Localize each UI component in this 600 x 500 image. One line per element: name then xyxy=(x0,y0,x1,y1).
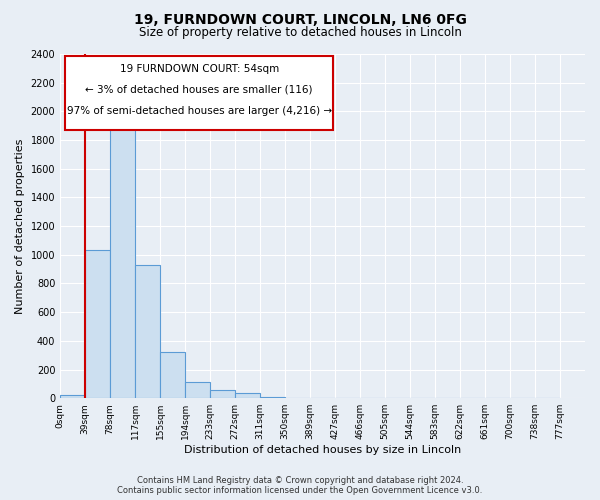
Bar xyxy=(210,390,235,398)
Bar xyxy=(110,126,135,398)
Bar xyxy=(185,382,210,398)
Bar xyxy=(160,352,185,398)
Text: Contains HM Land Registry data © Crown copyright and database right 2024.
Contai: Contains HM Land Registry data © Crown c… xyxy=(118,476,482,495)
Y-axis label: Number of detached properties: Number of detached properties xyxy=(15,138,25,314)
Bar xyxy=(85,250,110,398)
Text: 97% of semi-detached houses are larger (4,216) →: 97% of semi-detached houses are larger (… xyxy=(67,106,332,116)
X-axis label: Distribution of detached houses by size in Lincoln: Distribution of detached houses by size … xyxy=(184,445,461,455)
Bar xyxy=(135,265,160,398)
Text: 19, FURNDOWN COURT, LINCOLN, LN6 0FG: 19, FURNDOWN COURT, LINCOLN, LN6 0FG xyxy=(134,12,466,26)
Text: Size of property relative to detached houses in Lincoln: Size of property relative to detached ho… xyxy=(139,26,461,39)
Text: ← 3% of detached houses are smaller (116): ← 3% of detached houses are smaller (116… xyxy=(85,85,313,95)
Bar xyxy=(260,397,285,398)
Bar xyxy=(60,396,85,398)
FancyBboxPatch shape xyxy=(65,56,333,130)
Text: 19 FURNDOWN COURT: 54sqm: 19 FURNDOWN COURT: 54sqm xyxy=(119,64,279,74)
Bar xyxy=(235,393,260,398)
